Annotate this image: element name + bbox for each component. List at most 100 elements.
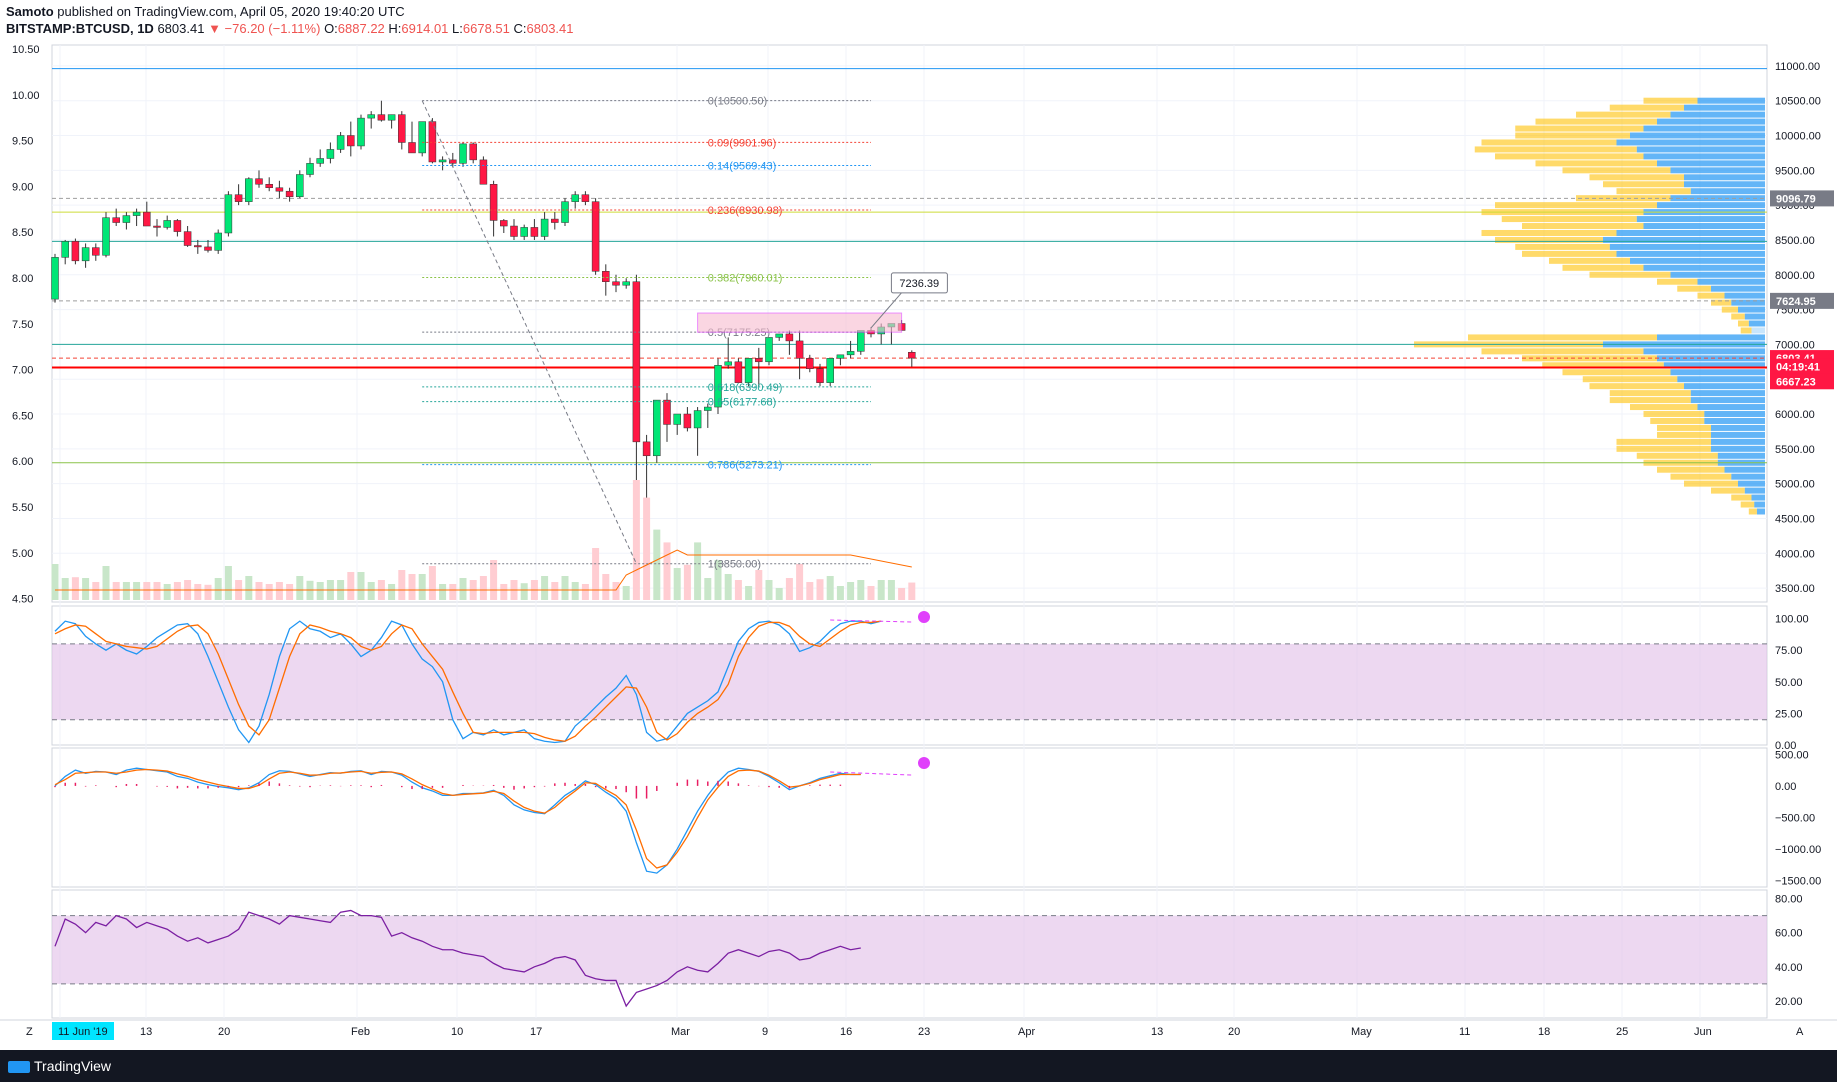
candle-body (51, 257, 59, 300)
price-axis-label: 5500.00 (1775, 444, 1815, 456)
time-axis-label: 17 (530, 1026, 542, 1038)
volume-profile-up-bar (1677, 376, 1765, 383)
publish-info: Samoto published on TradingView.com, Apr… (6, 4, 405, 19)
volume-profile-up-bar (1711, 285, 1765, 292)
time-axis-label: 10 (451, 1026, 463, 1038)
indicator-axis-label: 80.00 (1775, 894, 1803, 906)
volume-profile-down-bar (1535, 118, 1657, 125)
volume-bar (255, 582, 263, 600)
time-axis-label: 25 (1616, 1026, 1628, 1038)
volume-bar (632, 480, 640, 600)
volume-profile-up-bar (1636, 216, 1765, 223)
fib-level-label: 0.382(7960.01) (708, 273, 783, 285)
time-axis-label: 18 (1538, 1026, 1550, 1038)
volume-profile-down-bar (1636, 452, 1718, 459)
volume-bar (286, 584, 294, 600)
candle-body (112, 217, 120, 223)
author-name[interactable]: Samoto (6, 4, 54, 19)
candle-body (489, 184, 498, 221)
candle-body (377, 114, 386, 121)
volume-profile-down-bar (1731, 313, 1745, 320)
fib-level-label: 0.618(6390.49) (708, 382, 783, 394)
indicator-band (52, 915, 1767, 984)
volume-profile-up-bar (1738, 480, 1765, 487)
price-badge-label: 9096.79 (1776, 193, 1816, 205)
left-axis-label: 10.00 (12, 90, 40, 102)
volume-bar (908, 582, 916, 600)
volume-profile-down-bar (1603, 181, 1684, 188)
time-axis-label: May (1351, 1026, 1372, 1038)
candle-body (326, 149, 335, 159)
volume-bar (551, 582, 559, 600)
volume-profile-down-bar (1670, 473, 1732, 480)
time-axis-label: 9 (762, 1026, 768, 1038)
volume-profile-down-bar (1468, 334, 1657, 341)
candle-body (612, 281, 620, 286)
volume-bar (775, 588, 783, 600)
price-axis-label: 10500.00 (1775, 96, 1821, 108)
time-axis-highlight (52, 1022, 114, 1040)
fib-level-label: 0.786(5273.21) (708, 460, 783, 472)
volume-profile-down-bar (1522, 355, 1657, 362)
volume-profile-down-bar (1630, 404, 1698, 411)
candle-body (673, 413, 681, 425)
candle-body (316, 158, 324, 164)
candle-body (224, 194, 233, 234)
volume-bar (265, 584, 273, 600)
candle-body (765, 337, 773, 363)
price-badge-label: 7624.95 (1776, 296, 1816, 308)
volume-profile-down-bar (1616, 445, 1711, 452)
resistance-zone-box (697, 312, 903, 333)
volume-profile-up-bar (1711, 431, 1765, 438)
volume-bar (561, 576, 569, 600)
volume-profile-down-bar (1542, 362, 1664, 369)
candle-body (449, 159, 457, 164)
volume-bar (122, 582, 130, 600)
volume-bar (418, 574, 426, 600)
price-axis-label: 9500.00 (1775, 165, 1815, 177)
time-axis-label: Apr (1018, 1026, 1035, 1038)
price-badge (1770, 358, 1834, 375)
candle-body (204, 246, 212, 251)
indicator-line-d (54, 620, 882, 742)
indicator-axis-label: 100.00 (1775, 614, 1809, 626)
volume-profile-down-bar (1589, 271, 1671, 278)
left-axis-label: 10.50 (12, 44, 40, 56)
volume-profile-down-bar (1609, 104, 1684, 111)
volume-bar (275, 582, 283, 600)
volume-bar (836, 586, 844, 600)
volume-profile-down-bar (1582, 376, 1678, 383)
candle-body (775, 333, 783, 338)
volume-profile-up-bar (1643, 223, 1765, 230)
indicator-axis-label: −1000.00 (1775, 844, 1821, 856)
symbol-label[interactable]: BITSTAMP:BTCUSD, 1D (6, 21, 154, 36)
price-badge-label: 6667.23 (1776, 376, 1816, 388)
price-badge (1770, 190, 1834, 207)
volume-profile-up-bar (1670, 111, 1765, 118)
candle-body (132, 211, 141, 216)
candle-body (510, 225, 518, 237)
volume-profile-up-bar (1711, 424, 1765, 431)
volume-profile-down-bar (1609, 390, 1691, 397)
candle-body (153, 225, 161, 228)
candle-body (622, 281, 630, 286)
volume-bar (245, 576, 253, 600)
volume-bar (663, 542, 671, 600)
volume-bar (602, 574, 610, 600)
tradingview-logo[interactable]: TradingView (8, 1058, 111, 1074)
volume-profile-up-bar (1657, 202, 1765, 209)
candle-body (602, 271, 610, 282)
volume-profile-down-bar (1677, 285, 1711, 292)
volume-profile-up-bar (1616, 139, 1765, 146)
volume-profile-down-bar (1657, 431, 1711, 438)
time-axis-label: 23 (918, 1026, 930, 1038)
chart-canvas[interactable]: 0(10500.50) 0.09(9901.96) 0.14(9569.43) 0.2… (0, 0, 1837, 1050)
indicator-axis-label: 500.00 (1775, 749, 1809, 761)
time-axis-auto-button: A (1796, 1026, 1804, 1038)
high-label: H: (388, 21, 402, 36)
candle-body (826, 358, 834, 383)
volume-profile-up-bar (1684, 383, 1765, 390)
volume-profile-up-bar (1670, 369, 1765, 376)
candle-body (71, 241, 80, 262)
candle-body (367, 114, 375, 119)
